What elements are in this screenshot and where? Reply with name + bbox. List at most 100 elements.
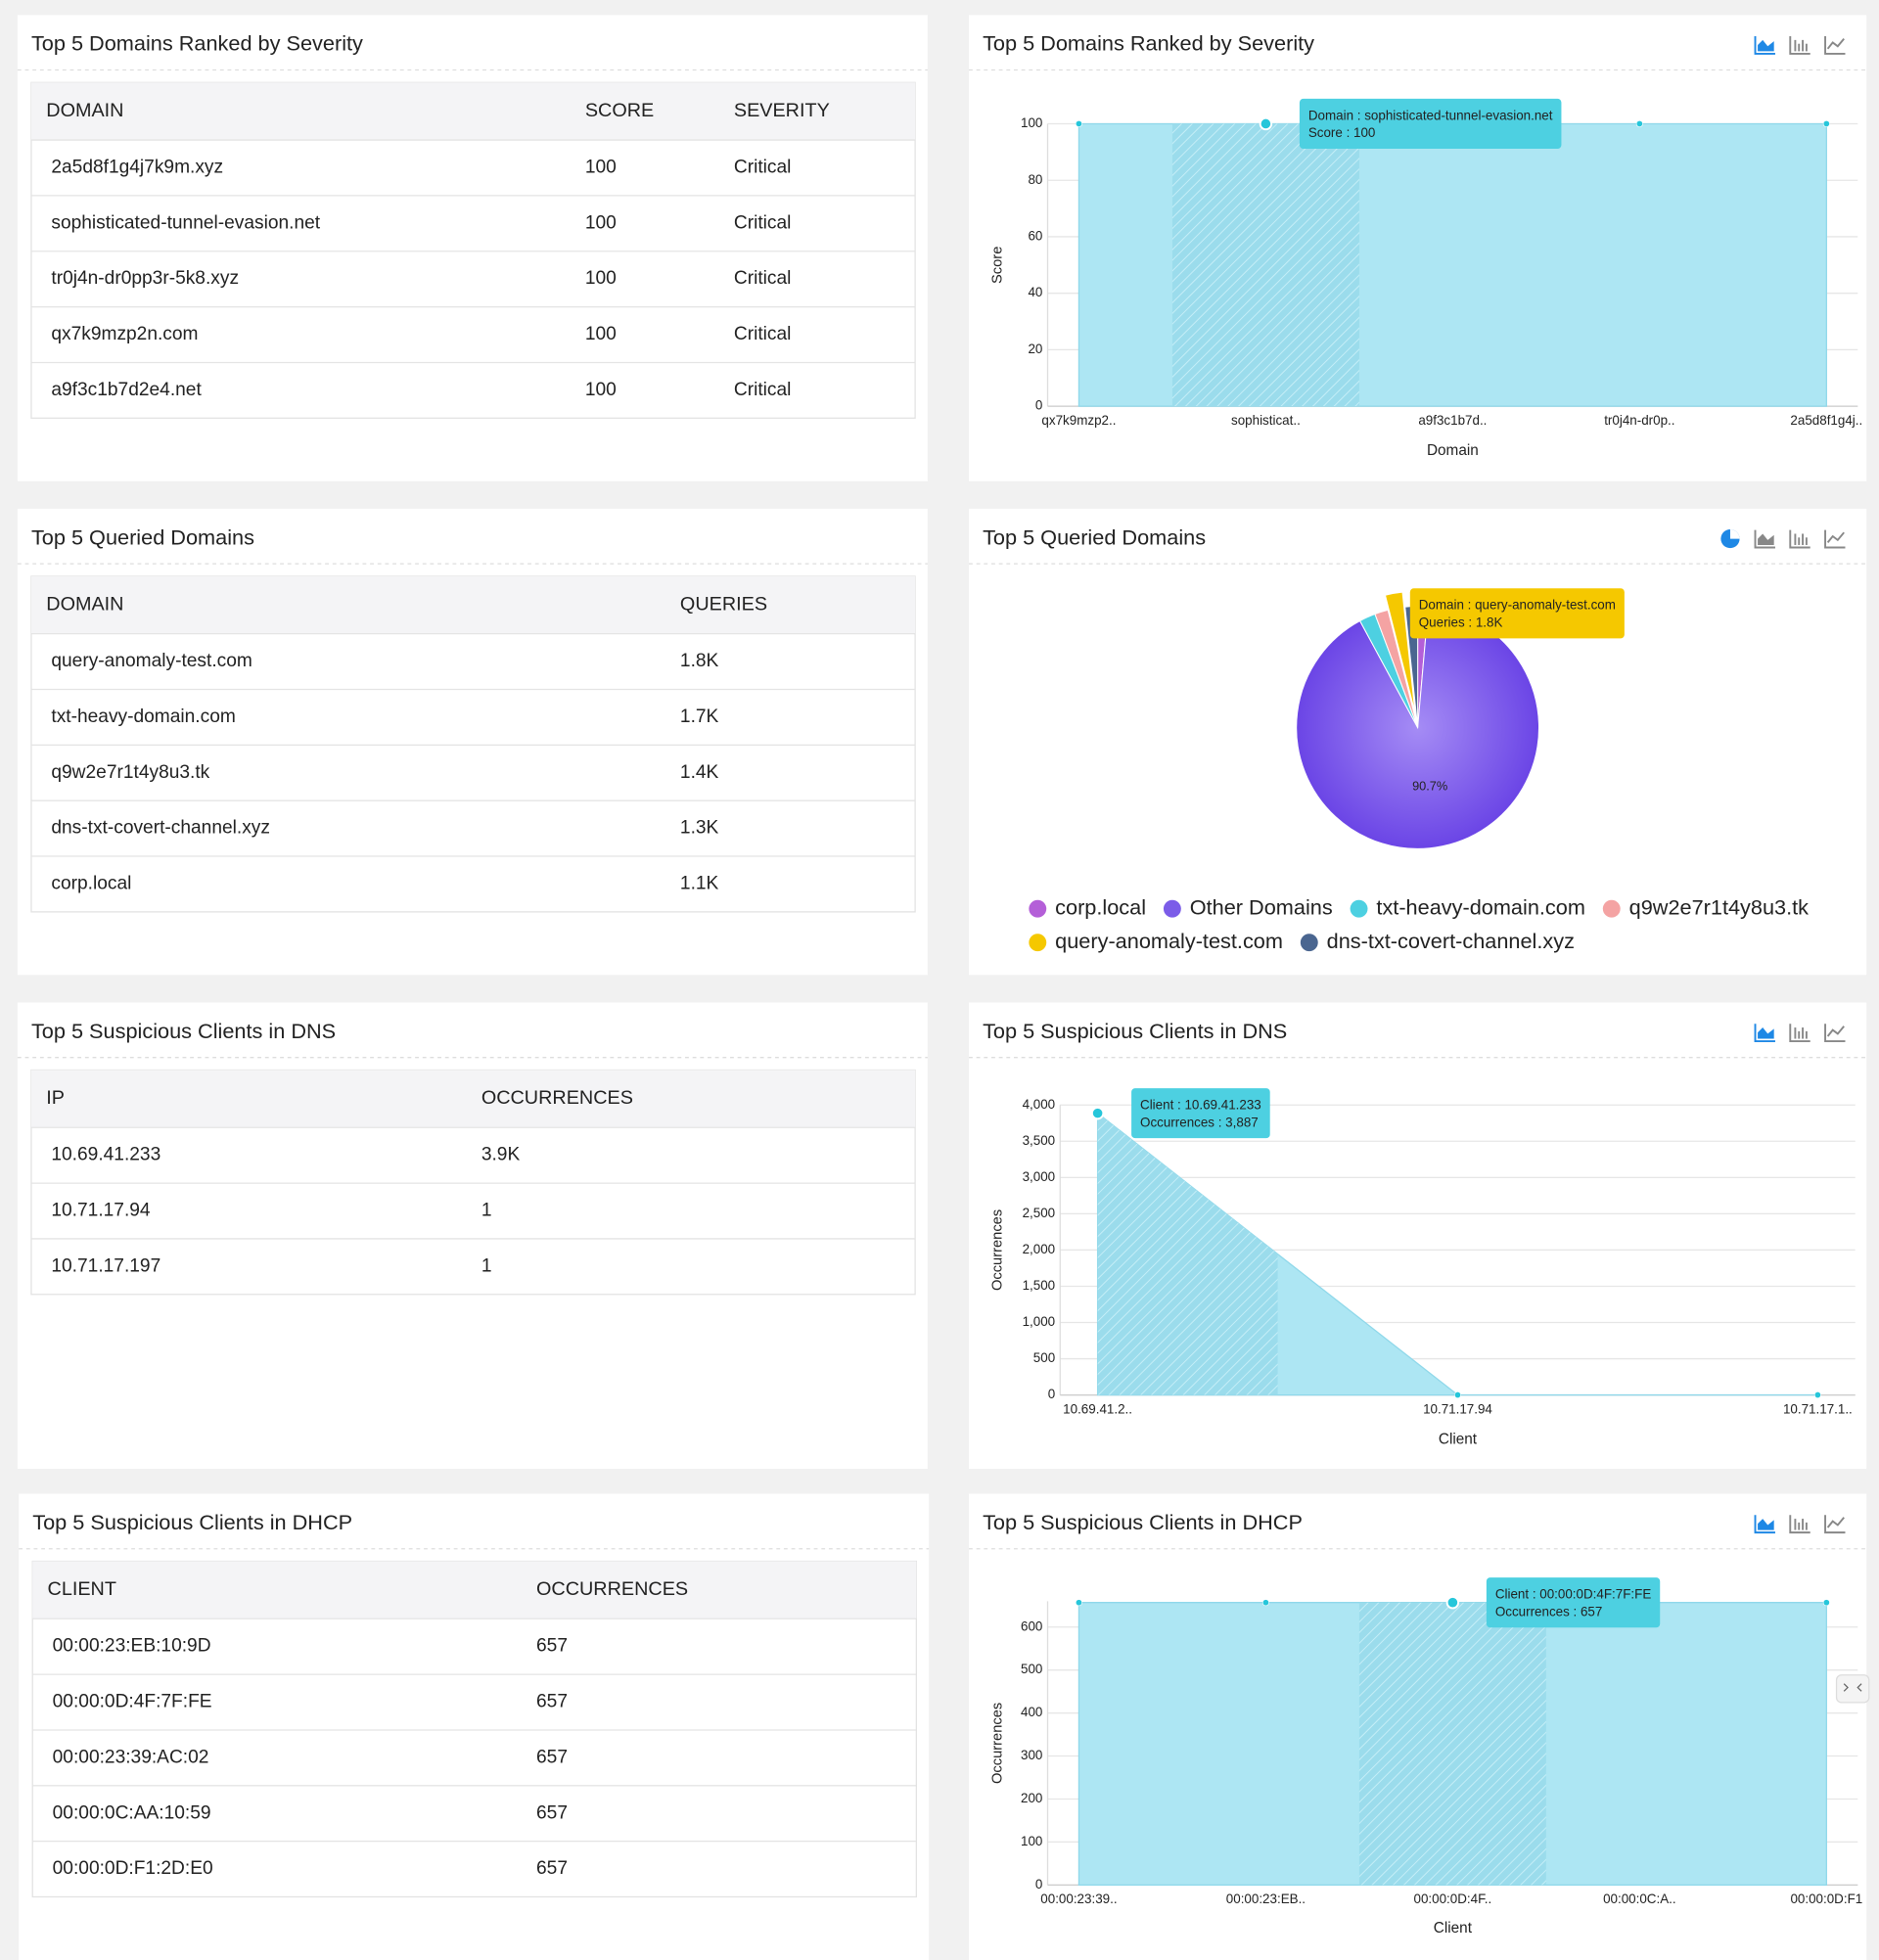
x-tick-label: 00:00:0D:4F.. bbox=[1414, 1892, 1492, 1906]
line-icon[interactable] bbox=[1824, 1515, 1846, 1534]
point[interactable] bbox=[1075, 119, 1082, 127]
tooltip-text: Domain : sophisticated-tunnel-evasion.ne… bbox=[1308, 108, 1553, 122]
link-cell[interactable]: q9w2e7r1t4y8u3.tk bbox=[51, 762, 209, 783]
y-tick-label: 80 bbox=[1028, 172, 1042, 187]
legend-item[interactable]: q9w2e7r1t4y8u3.tk bbox=[1602, 894, 1809, 919]
panel-title: Top 5 Suspicious Clients in DNS bbox=[31, 1019, 336, 1043]
area-icon[interactable] bbox=[1754, 1515, 1775, 1534]
point[interactable] bbox=[1259, 116, 1273, 131]
tooltip: Client : 10.69.41.233 Occurrences : 3,887 bbox=[1131, 1088, 1270, 1139]
point[interactable] bbox=[1822, 1599, 1830, 1607]
x-tick-label: tr0j4n-dr0p.. bbox=[1604, 413, 1674, 428]
legend-label: Other Domains bbox=[1190, 894, 1333, 919]
icon-axis bbox=[1789, 529, 1810, 549]
pie-slice[interactable] bbox=[1296, 606, 1540, 849]
icon-axis bbox=[1754, 36, 1775, 55]
legend-label: query-anomaly-test.com bbox=[1055, 929, 1283, 953]
table-cell: 3.9K bbox=[481, 1145, 521, 1165]
table-header bbox=[32, 1561, 917, 1619]
point[interactable] bbox=[1453, 1391, 1462, 1399]
chart-type-switcher bbox=[1754, 36, 1846, 55]
x-tick-label: 00:00:23:EB.. bbox=[1226, 1892, 1306, 1906]
tooltip-text: Client : 00:00:0D:4F:7F:FE bbox=[1495, 1587, 1652, 1602]
collapse-handle[interactable] bbox=[1835, 1674, 1870, 1704]
x-tick-label: 2a5d8f1g4j.. bbox=[1790, 413, 1862, 428]
legend-item[interactable]: query-anomaly-test.com bbox=[1029, 929, 1283, 953]
y-tick-label: 100 bbox=[1021, 115, 1042, 130]
y-tick-label: 3,500 bbox=[1023, 1133, 1056, 1148]
table-cell: 657 bbox=[536, 1636, 568, 1657]
point[interactable] bbox=[1813, 1391, 1821, 1399]
link-cell[interactable]: 10.69.41.233 bbox=[51, 1145, 160, 1165]
link-cell[interactable]: txt-heavy-domain.com bbox=[51, 707, 235, 727]
link-cell[interactable]: 00:00:0D:4F:7F:FE bbox=[53, 1692, 212, 1712]
table-cell: 657 bbox=[536, 1692, 568, 1712]
area-icon[interactable] bbox=[1754, 1024, 1775, 1043]
bar-icon[interactable] bbox=[1789, 1024, 1810, 1043]
link-cell[interactable]: a9f3c1b7d2e4.net bbox=[51, 380, 202, 400]
icon-shape bbox=[1758, 39, 1774, 52]
y-axis-title: Score bbox=[989, 247, 1005, 284]
table-cell: 1 bbox=[481, 1255, 492, 1276]
link-cell[interactable]: dns-txt-covert-channel.xyz bbox=[51, 818, 270, 839]
link-cell[interactable]: 00:00:23:39:AC:02 bbox=[53, 1747, 209, 1767]
x-tick-label: 00:00:0D:F1 bbox=[1790, 1892, 1862, 1906]
icon-axis bbox=[1754, 529, 1775, 549]
x-axis-title: Client bbox=[1439, 1432, 1478, 1448]
icon-shape bbox=[1758, 533, 1774, 545]
pie-slice[interactable] bbox=[1384, 591, 1416, 713]
line-icon[interactable] bbox=[1824, 529, 1846, 549]
pie-slice[interactable] bbox=[1374, 609, 1419, 728]
legend-item[interactable]: dns-txt-covert-channel.xyz bbox=[1300, 929, 1575, 953]
point[interactable] bbox=[1445, 1595, 1460, 1610]
x-tick-label: qx7k9mzp2.. bbox=[1041, 413, 1116, 428]
column-header: OCCURRENCES bbox=[481, 1087, 633, 1109]
hover-band bbox=[1171, 123, 1359, 407]
link-cell[interactable]: 2a5d8f1g4j7k9m.xyz bbox=[51, 158, 223, 178]
y-tick-label: 500 bbox=[1021, 1662, 1042, 1676]
icon-shape bbox=[1826, 37, 1845, 50]
chart-type-switcher bbox=[1720, 528, 1846, 549]
legend-label: corp.local bbox=[1055, 894, 1146, 919]
tooltip-box bbox=[1131, 1088, 1270, 1139]
point[interactable] bbox=[1822, 119, 1830, 127]
legend-item[interactable]: corp.local bbox=[1029, 894, 1146, 919]
point[interactable] bbox=[1075, 1599, 1082, 1607]
legend-item[interactable]: txt-heavy-domain.com bbox=[1350, 894, 1585, 919]
icon-axis bbox=[1789, 1515, 1810, 1534]
link-cell[interactable]: qx7k9mzp2n.com bbox=[51, 324, 198, 344]
icon-shape bbox=[1826, 531, 1845, 544]
tooltip: Client : 00:00:0D:4F:7F:FE Occurrences : … bbox=[1486, 1577, 1661, 1628]
link-cell[interactable]: corp.local bbox=[51, 874, 131, 894]
point[interactable] bbox=[1261, 1599, 1269, 1607]
point[interactable] bbox=[1635, 119, 1643, 127]
bar-icon[interactable] bbox=[1789, 529, 1810, 549]
pie-icon-cut bbox=[1729, 528, 1740, 539]
line-icon[interactable] bbox=[1824, 1024, 1846, 1043]
link-cell[interactable]: 00:00:23:EB:10:9D bbox=[53, 1636, 211, 1657]
link-cell[interactable]: 00:00:0C:AA:10:59 bbox=[53, 1802, 211, 1823]
link-cell[interactable]: 00:00:0D:F1:2D:E0 bbox=[53, 1858, 213, 1879]
link-cell[interactable]: query-anomaly-test.com bbox=[51, 651, 252, 671]
tooltip-box bbox=[1409, 588, 1625, 639]
point[interactable] bbox=[1090, 1106, 1105, 1120]
table-cell: Critical bbox=[734, 380, 792, 400]
legend-item[interactable]: Other Domains bbox=[1163, 894, 1333, 919]
bar-icon[interactable] bbox=[1789, 1515, 1810, 1534]
tooltip-text: Occurrences : 3,887 bbox=[1140, 1115, 1259, 1129]
bar-icon[interactable] bbox=[1789, 36, 1810, 55]
y-axis-title: Occurrences bbox=[989, 1703, 1005, 1784]
link-cell[interactable]: 10.71.17.197 bbox=[51, 1255, 160, 1276]
table-cell: 1.7K bbox=[680, 707, 719, 727]
link-cell[interactable]: tr0j4n-dr0pp3r-5k8.xyz bbox=[51, 268, 239, 289]
pie-icon[interactable] bbox=[1720, 528, 1740, 549]
legend-swatch bbox=[1029, 934, 1047, 952]
line-icon[interactable] bbox=[1824, 36, 1846, 55]
link-cell[interactable]: 10.71.17.94 bbox=[51, 1201, 151, 1221]
link-cell[interactable]: sophisticated-tunnel-evasion.net bbox=[51, 212, 320, 233]
hover-band bbox=[1358, 1602, 1546, 1886]
y-tick-label: 60 bbox=[1028, 228, 1042, 243]
area-icon[interactable] bbox=[1754, 529, 1775, 549]
area-icon[interactable] bbox=[1754, 36, 1775, 55]
